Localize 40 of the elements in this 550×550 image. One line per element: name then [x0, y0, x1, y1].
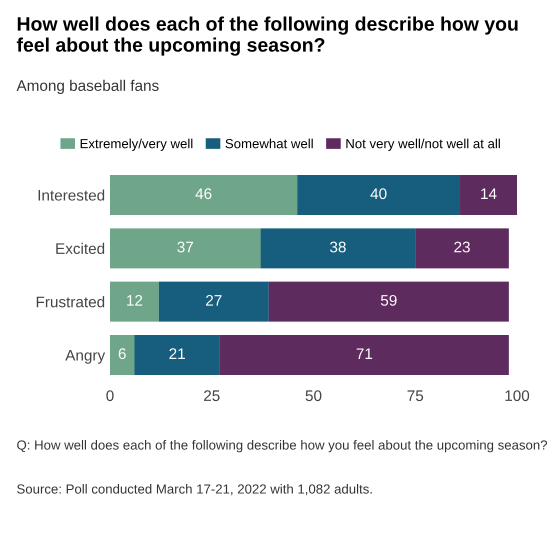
- y-tick-label: Interested: [38, 189, 104, 201]
- data-label: 46: [195, 188, 212, 200]
- y-tick-label: Angry: [65, 350, 106, 364]
- data-label: 71: [356, 348, 372, 359]
- data-label: 14: [481, 188, 497, 199]
- legend-label: Not very well/not well at all: [346, 138, 500, 151]
- x-tick-label: 100: [505, 390, 530, 402]
- legend-label: Somewhat well: [226, 138, 313, 148]
- bar: [297, 175, 460, 215]
- chart-subtitle: Among baseball fans: [16, 80, 159, 94]
- bar: [110, 228, 261, 268]
- bar: [110, 175, 298, 215]
- x-tick-label: 25: [204, 390, 220, 402]
- bar: [110, 335, 134, 375]
- data-label: 12: [127, 294, 142, 306]
- y-tick-label: Frustrated: [36, 296, 104, 308]
- bar: [134, 335, 220, 375]
- data-label: 23: [454, 242, 470, 252]
- bar: [415, 228, 509, 268]
- data-label: 38: [330, 242, 346, 252]
- bar: [268, 282, 509, 322]
- data-label: 27: [206, 294, 222, 306]
- text: Q: How well does each of the following describe how you feel about the upcoming season?: [17, 440, 548, 452]
- source-note: Source: Poll conducted March 17-21, 2022 with 1,082 adults.: [17, 484, 372, 496]
- x-tick-label: 50: [306, 390, 322, 402]
- x-tick-label: 75: [408, 390, 424, 402]
- bar: [110, 282, 159, 322]
- data-label: 37: [177, 242, 194, 252]
- y-tick-label: Excited: [56, 242, 104, 254]
- data-label: 59: [380, 294, 397, 306]
- bar: [220, 335, 509, 375]
- bar: [260, 228, 416, 268]
- data-label: 6: [118, 348, 126, 360]
- legend-label: Extremely/very well: [80, 138, 192, 151]
- chart-title: How well does each of the following describe how you feel about the upcoming season?: [16, 16, 518, 56]
- bar: [460, 175, 517, 215]
- data-label: 21: [169, 348, 185, 359]
- x-tick-label: 0: [106, 390, 114, 402]
- bar: [158, 282, 269, 322]
- data-label: 40: [370, 188, 387, 200]
